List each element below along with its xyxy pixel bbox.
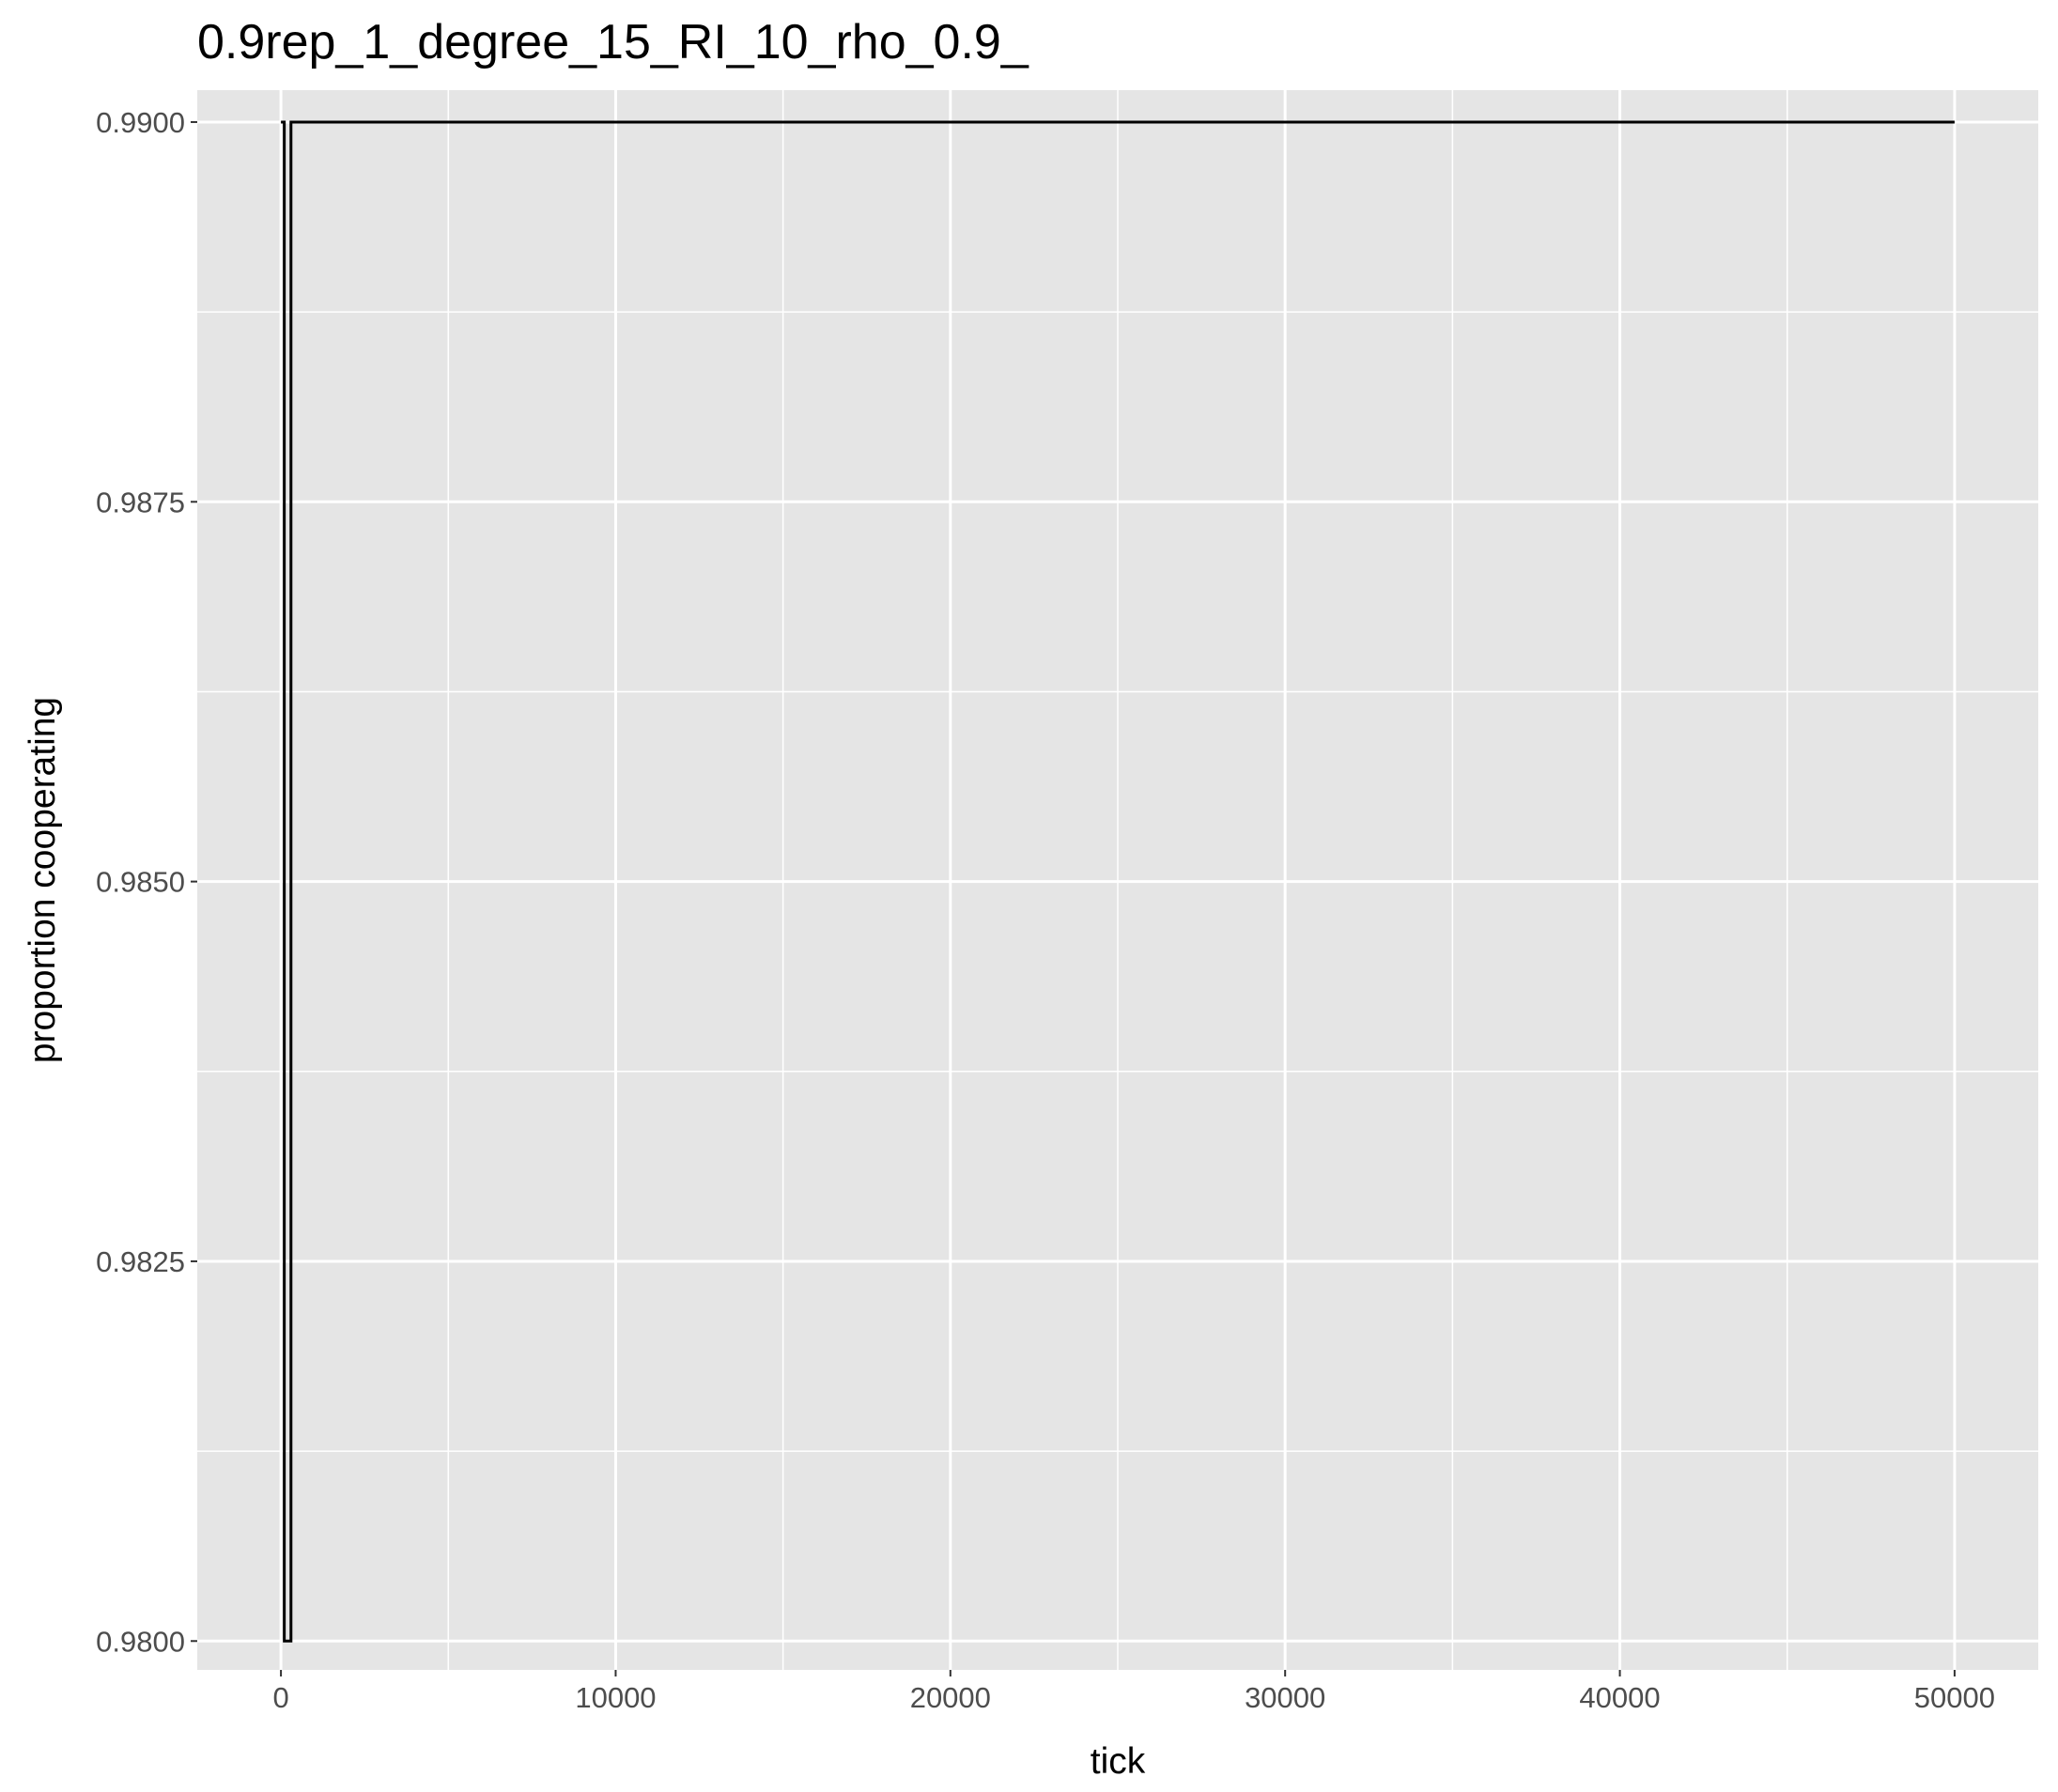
- y-axis-title: proportion cooperating: [23, 697, 63, 1063]
- chart-title: 0.9rep_1_degree_15_RI_10_rho_0.9_: [197, 15, 1029, 70]
- y-tick-label: 0.9875: [96, 486, 185, 518]
- minor-gridlines: [197, 90, 2038, 1670]
- y-tick-label: 0.9900: [96, 106, 185, 139]
- x-tick-label: 50000: [1914, 1681, 1995, 1714]
- y-axis: 0.9800 0.9825 0.9850 0.9875 0.9900: [96, 106, 197, 1658]
- x-tick-label: 40000: [1579, 1681, 1660, 1714]
- y-tick-label: 0.9850: [96, 866, 185, 899]
- series-line: [281, 120, 1955, 1643]
- x-tick-label: 20000: [910, 1681, 991, 1714]
- series-layer: [281, 120, 1955, 1643]
- x-tick-label: 30000: [1245, 1681, 1325, 1714]
- y-tick-label: 0.9825: [96, 1245, 185, 1278]
- y-tick-label: 0.9800: [96, 1625, 185, 1658]
- x-axis-title: tick: [1091, 1741, 1146, 1782]
- x-tick-label: 0: [272, 1681, 288, 1714]
- x-tick-label: 10000: [575, 1681, 656, 1714]
- x-axis: 0 10000 20000 30000 40000 50000: [272, 1670, 1995, 1714]
